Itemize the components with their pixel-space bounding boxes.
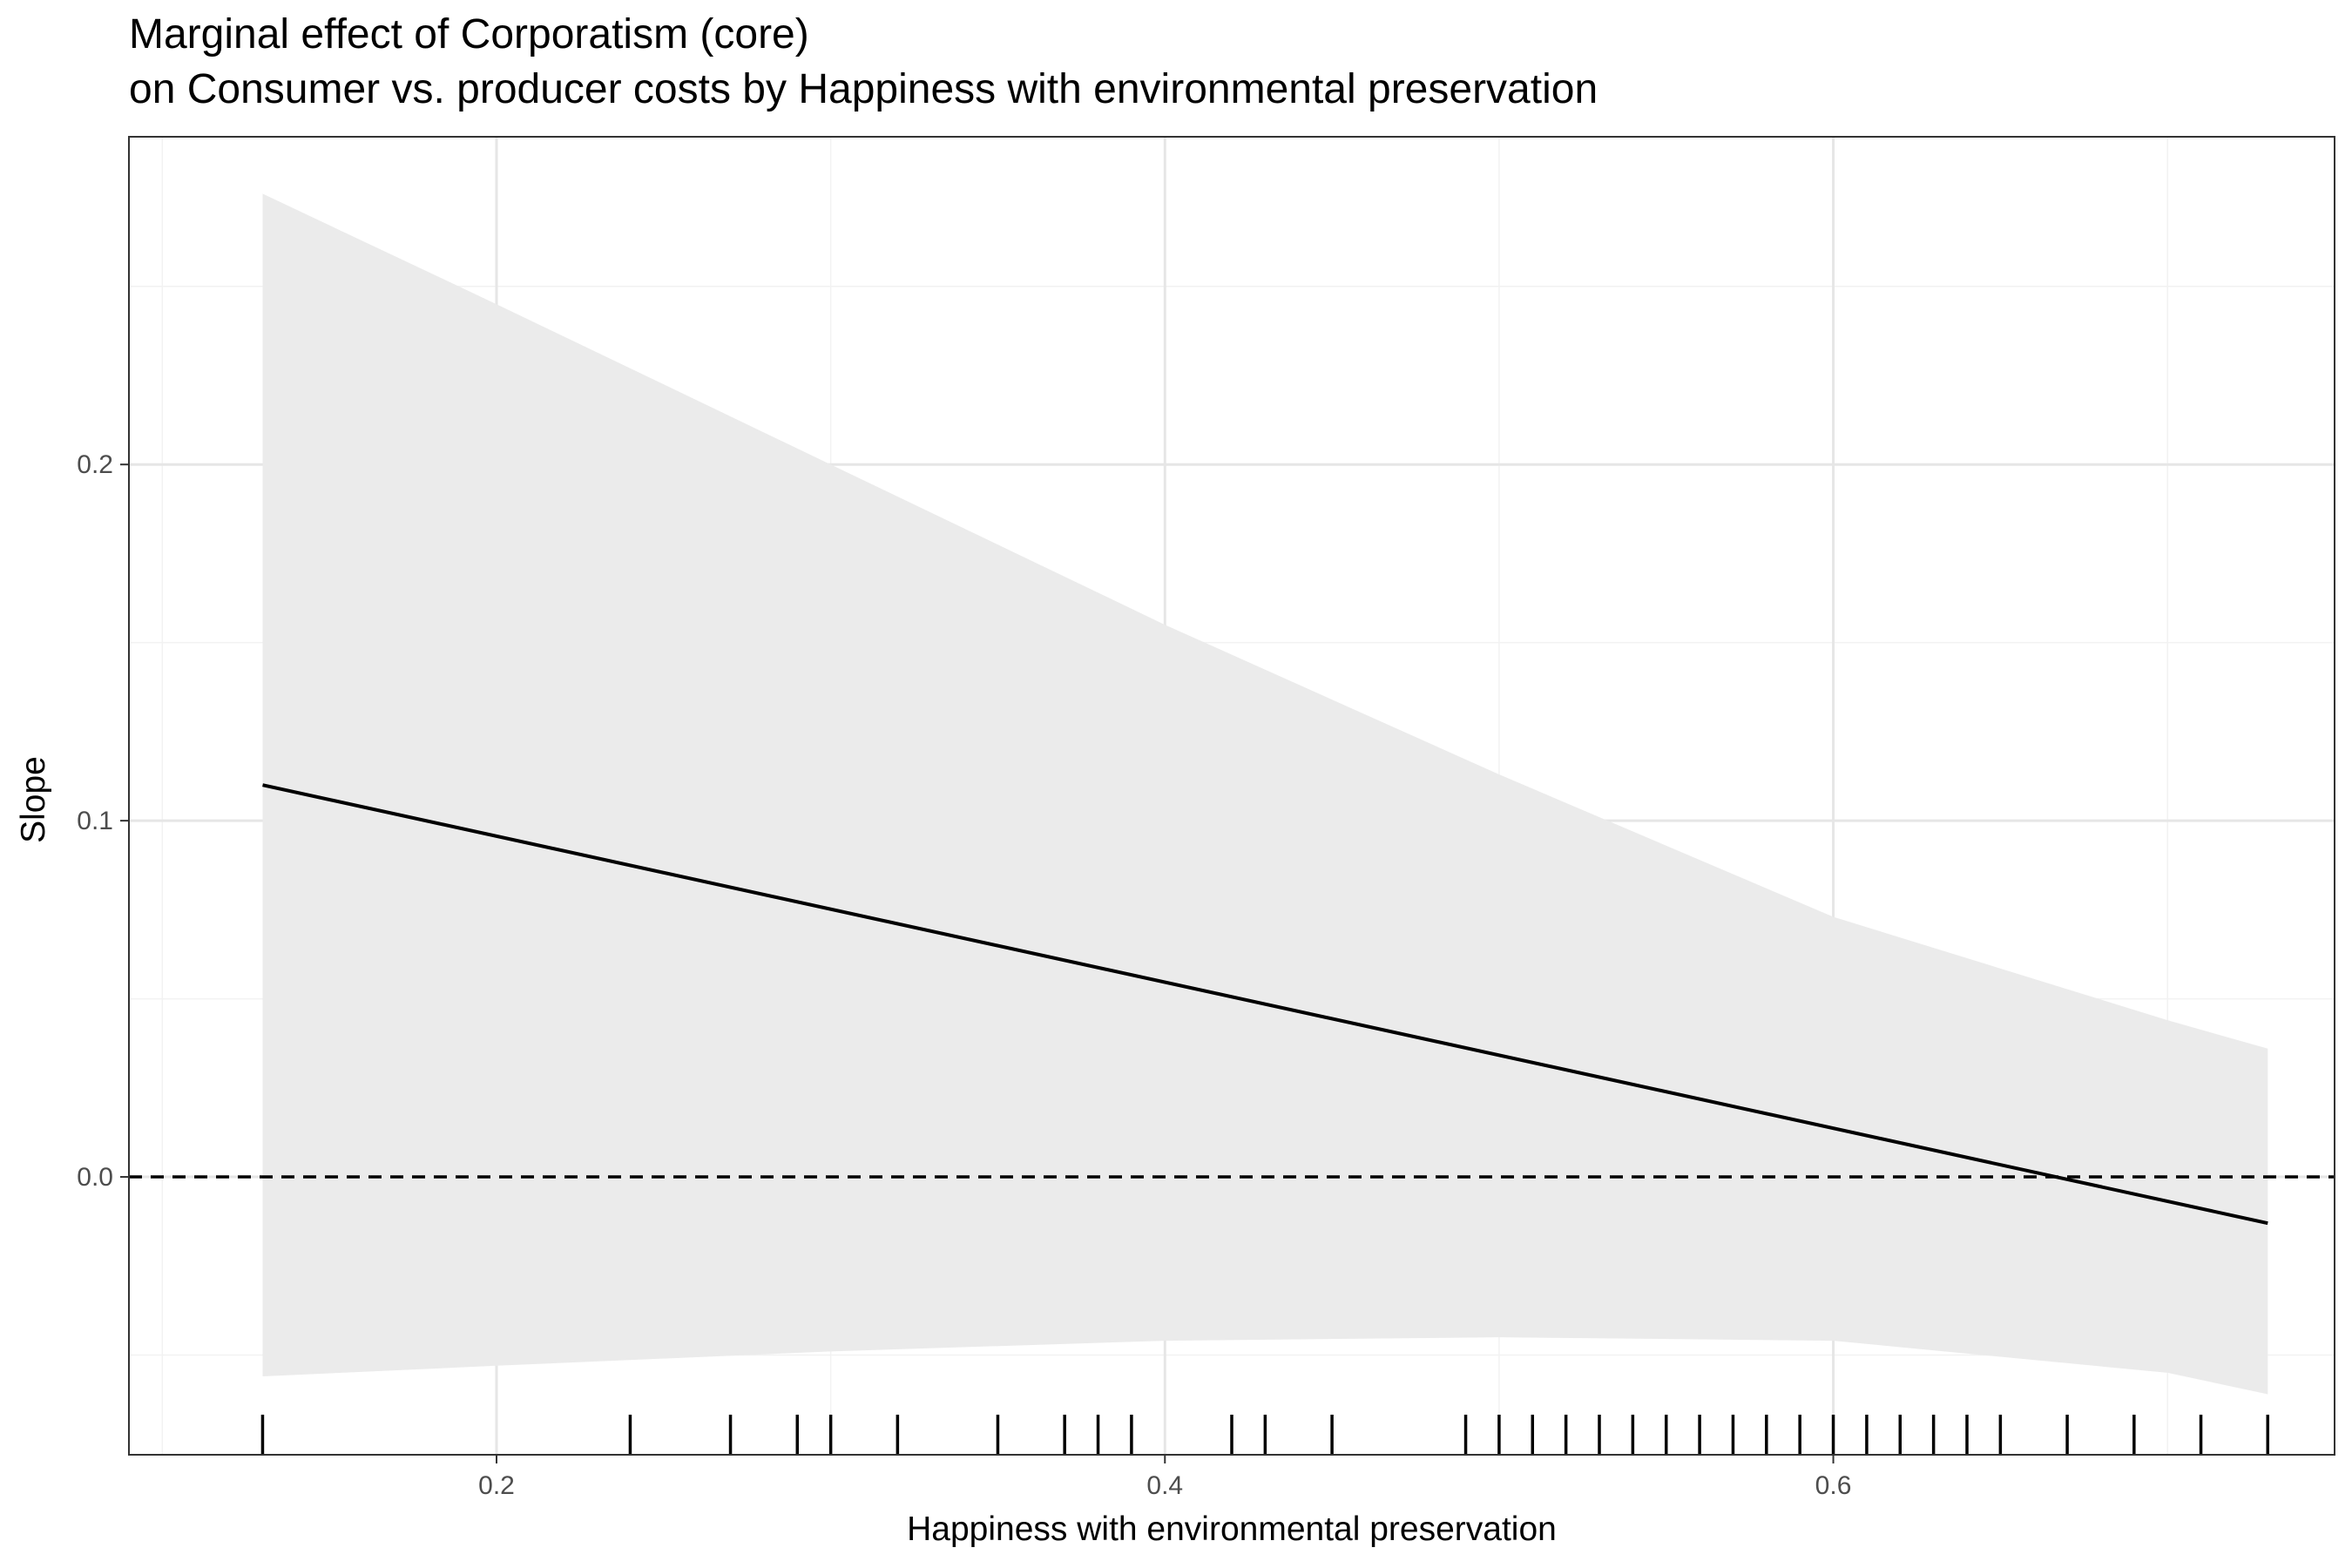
x-tick-label: 0.2	[478, 1471, 515, 1500]
x-tick-label: 0.6	[1815, 1471, 1852, 1500]
panel-border	[128, 136, 2335, 1456]
y-tick-label: 0.0	[77, 1163, 113, 1192]
y-tick-label: 0.1	[77, 807, 113, 835]
x-axis-title: Happiness with environmental preservatio…	[907, 1511, 1557, 1548]
plot-panel: 0.2 0.4 0.6 0.0 0.1 0.2	[77, 136, 2335, 1500]
y-tick-label: 0.2	[77, 450, 113, 479]
chart-title: Marginal effect of Corporatism (core)	[129, 11, 809, 57]
y-axis-title: Slope	[15, 756, 52, 843]
marginal-effect-line	[262, 783, 2268, 1226]
x-tick-label: 0.4	[1146, 1471, 1183, 1500]
confidence-band	[262, 193, 2268, 1395]
chart-subtitle: on Consumer vs. producer costs by Happin…	[129, 66, 1598, 112]
